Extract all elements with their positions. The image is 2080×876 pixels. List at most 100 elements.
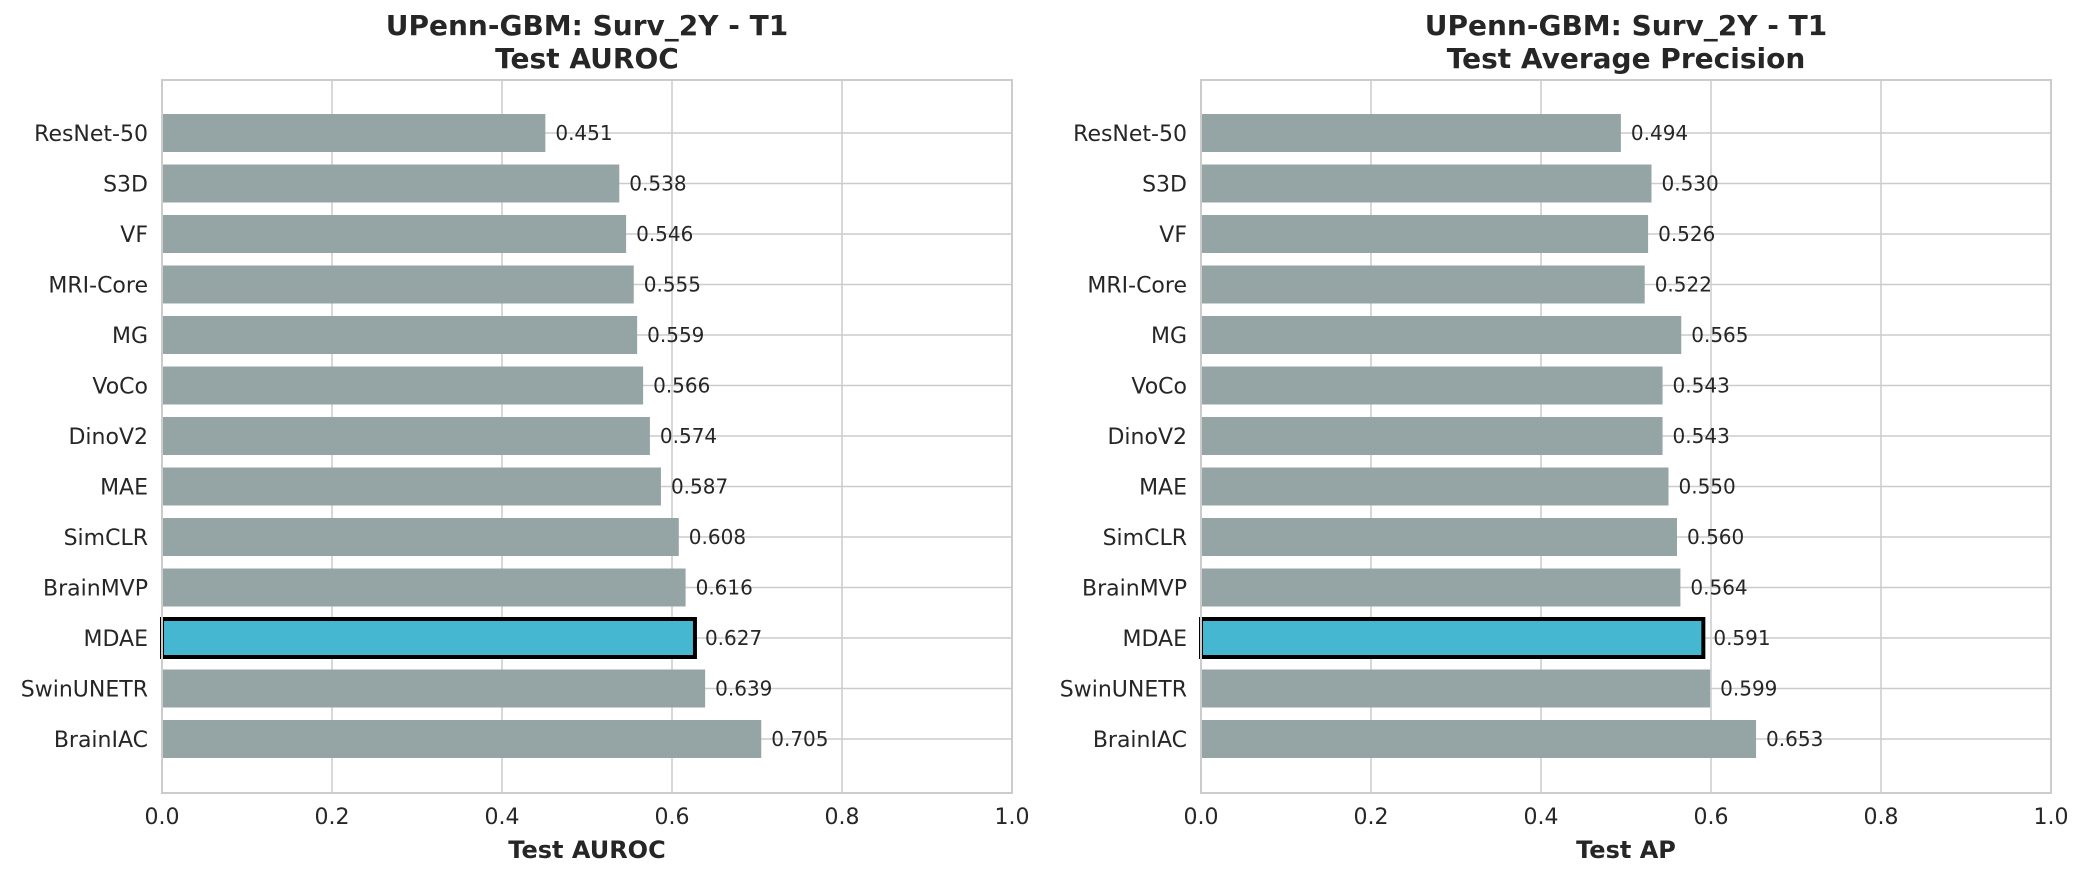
x-tick-label: 0.2	[315, 805, 350, 830]
bar	[1201, 720, 1757, 758]
data-label: 0.538	[629, 172, 686, 196]
bar	[1201, 215, 1649, 253]
bar	[1201, 568, 1681, 607]
data-label: 0.599	[1720, 677, 1777, 701]
plot-area: 0.0 0.2 0.4 0.6 0.8 1.0 ResNet-50 S3D VF MRI-Core…	[21, 79, 1030, 830]
bar	[162, 114, 546, 152]
bar	[162, 316, 638, 354]
y-tick-label: BrainIAC	[54, 728, 148, 753]
bar	[1201, 114, 1621, 152]
data-label: 0.627	[705, 626, 762, 650]
data-label: 0.543	[1673, 374, 1730, 398]
x-tick-label: 0.2	[1354, 805, 1389, 830]
y-tick-label: MRI-Core	[1087, 274, 1187, 299]
data-label: 0.608	[689, 525, 746, 549]
bar	[162, 366, 644, 405]
y-tick-label: SimCLR	[64, 526, 148, 551]
bar	[1201, 518, 1677, 556]
y-tick-label: MAE	[100, 476, 148, 501]
data-label: 0.574	[660, 424, 717, 448]
bar	[1201, 366, 1663, 405]
bar	[1201, 669, 1711, 708]
bar	[162, 568, 686, 607]
x-tick-label: 0.8	[1864, 805, 1899, 830]
y-tick-label: VF	[120, 223, 148, 248]
data-label: 0.591	[1713, 626, 1770, 650]
bar	[1201, 316, 1682, 354]
chart-subtitle: Test AUROC	[495, 42, 679, 75]
chart-title: UPenn-GBM: Surv_2Y - T1	[386, 9, 789, 42]
data-label: 0.564	[1690, 576, 1747, 600]
y-tick-label: VoCo	[92, 375, 148, 400]
plot-area: 0.0 0.2 0.4 0.6 0.8 1.0 ResNet-50 S3D VF MRI-Core…	[1060, 79, 2069, 830]
y-tick-label: DinoV2	[1107, 425, 1187, 450]
data-label: 0.546	[636, 222, 693, 246]
chart-title: UPenn-GBM: Surv_2Y - T1	[1425, 9, 1828, 42]
x-tick-label: 0.8	[825, 805, 860, 830]
data-label: 0.555	[644, 273, 701, 297]
bar	[162, 720, 762, 758]
chart-right: UPenn-GBM: Surv_2Y - T1 Test Average Pre…	[1060, 9, 2069, 864]
bar	[162, 467, 661, 506]
x-tick-label: 0.0	[145, 805, 180, 830]
data-label: 0.550	[1679, 475, 1736, 499]
data-label: 0.705	[771, 727, 828, 751]
bar	[162, 417, 650, 455]
y-tick-label: BrainMVP	[1082, 577, 1187, 602]
plot-frame	[161, 79, 1013, 794]
y-tick-label: MDAE	[1123, 627, 1188, 652]
bar	[162, 265, 634, 304]
data-label: 0.616	[696, 576, 753, 600]
bar	[162, 215, 627, 253]
y-tick-label: BrainMVP	[43, 577, 148, 602]
chart-left: UPenn-GBM: Surv_2Y - T1 Test AUROC 0.0 0.…	[21, 9, 1030, 864]
bar	[1201, 164, 1652, 203]
y-tick-label: MDAE	[84, 627, 149, 652]
data-label: 0.639	[715, 677, 772, 701]
bar	[162, 164, 620, 203]
data-label: 0.530	[1662, 172, 1719, 196]
y-tick-label: ResNet-50	[34, 122, 148, 147]
bar	[162, 669, 706, 708]
bar	[1201, 467, 1669, 506]
y-tick-label: S3D	[1142, 173, 1187, 198]
y-tick-label: SwinUNETR	[21, 678, 148, 703]
x-tick-label: 1.0	[995, 805, 1030, 830]
y-tick-label: S3D	[103, 173, 148, 198]
x-tick-label: 0.4	[1524, 805, 1559, 830]
data-label: 0.451	[555, 121, 612, 145]
data-label: 0.566	[653, 374, 710, 398]
x-tick-label: 0.6	[655, 805, 690, 830]
y-tick-label: MG	[112, 324, 148, 349]
y-tick-label: SimCLR	[1103, 526, 1187, 551]
x-tick-label: 0.6	[1694, 805, 1729, 830]
data-label: 0.560	[1687, 525, 1744, 549]
data-label: 0.522	[1655, 273, 1712, 297]
x-axis-label: Test AP	[1576, 836, 1676, 864]
y-tick-label: MAE	[1139, 476, 1187, 501]
data-label: 0.565	[1691, 323, 1748, 347]
data-label: 0.587	[671, 475, 728, 499]
plot-frame	[1200, 79, 2052, 794]
x-axis-label: Test AUROC	[508, 836, 665, 864]
bar	[1201, 265, 1645, 304]
y-tick-label: MG	[1151, 324, 1187, 349]
data-label: 0.653	[1766, 727, 1823, 751]
bar-highlighted	[1199, 617, 1706, 659]
data-label: 0.559	[647, 323, 704, 347]
bar-highlighted	[160, 617, 697, 659]
y-tick-label: VoCo	[1131, 375, 1187, 400]
y-tick-label: MRI-Core	[48, 274, 148, 299]
y-tick-label: DinoV2	[68, 425, 148, 450]
bar	[162, 518, 679, 556]
y-tick-label: VF	[1159, 223, 1187, 248]
data-label: 0.543	[1673, 424, 1730, 448]
data-label: 0.526	[1658, 222, 1715, 246]
y-tick-label: BrainIAC	[1093, 728, 1187, 753]
y-tick-label: SwinUNETR	[1060, 678, 1187, 703]
x-tick-label: 0.0	[1184, 805, 1219, 830]
x-tick-label: 1.0	[2034, 805, 2069, 830]
chart-subtitle: Test Average Precision	[1447, 42, 1806, 75]
